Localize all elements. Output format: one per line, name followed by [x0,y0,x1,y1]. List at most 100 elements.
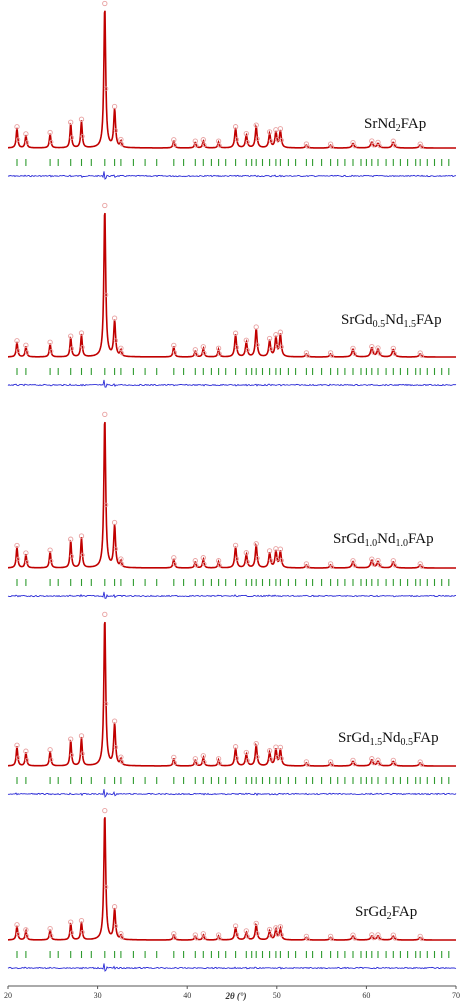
observed-point [69,135,74,140]
bragg-positions [16,579,450,586]
observed-point [171,754,177,761]
observed-point [118,754,124,760]
observed-point [305,936,310,942]
observed-point [253,740,259,747]
label-subscript: 2 [396,123,401,134]
observed-point [275,556,280,562]
observed-point [419,936,424,942]
observed-point [78,533,85,539]
observed-point [15,137,21,142]
observed-point [234,345,240,350]
x-tick-label: 40 [183,991,191,1000]
observed-point [377,563,382,568]
panel-label: SrGd2FAp [355,904,417,922]
observed-point [103,86,109,91]
observed-point [234,137,240,142]
observed-point [255,556,260,561]
observed-points [14,611,424,767]
observed-point [172,350,177,355]
observed-point [200,137,206,143]
observed-point [215,756,222,762]
observed-point [68,736,74,742]
observed-point [305,564,310,569]
observed-point [375,345,381,351]
observed-point [329,762,335,767]
observed-point [78,733,85,739]
observed-point [303,561,310,567]
observed-point [23,550,29,556]
observed-point [49,139,54,145]
observed-point [111,519,118,526]
bragg-positions [16,777,450,784]
label-text: FAp [416,312,442,328]
observed-point [303,141,310,147]
x-tick-label: 60 [362,991,370,1000]
observed-point [80,134,85,139]
observed-points [14,0,424,149]
observed-point [275,755,280,760]
observed-point [419,762,424,767]
xrd-panel-5: SrGd2FAp [7,807,457,972]
x-tick-label: 20 [4,991,12,1000]
difference-curve [7,171,456,180]
label-text: FAp [408,531,434,547]
x-tick-label: 30 [94,991,102,1000]
observed-point [245,139,250,145]
observed-point [234,756,240,761]
label-text: Nd [377,531,396,547]
observed-point [202,350,207,356]
bragg-positions [16,159,450,166]
observed-point [103,701,109,706]
observed-point [103,884,109,890]
observed-point [303,350,310,356]
observed-point [47,747,53,753]
label-text: FAp [401,116,427,132]
panel-label: SrNd2FAp [364,116,426,134]
panel-label: SrGd1.5Nd0.5FAp [338,730,439,748]
x-axis: 20 30 40 50 60 70 2θ (°) [4,985,460,1001]
observed-point [119,142,125,147]
observed-point [390,138,396,144]
observed-point [253,920,259,927]
observed-points [14,411,424,569]
panel-label: SrGd1.0Nd1.0FAp [333,531,434,549]
observed-point [375,757,381,763]
observed-point [194,143,199,148]
observed-point [352,563,357,568]
observed-point [232,744,239,750]
observed-point [80,345,85,350]
observed-point [23,748,29,754]
observed-point [202,935,207,940]
observed-point [305,353,310,358]
observed-points [14,202,424,358]
bragg-positions [16,951,450,958]
observed-point [253,122,259,128]
observed-point [303,933,310,940]
label-subscript: 1.0 [365,538,378,549]
observed-point [194,761,199,766]
observed-point [69,752,74,758]
observed-point [268,558,274,563]
observed-point [243,130,249,137]
observed-point [80,930,85,935]
observed-point [255,342,260,348]
observed-point [215,138,222,144]
observed-point [49,558,54,564]
x-tick-label: 50 [273,991,281,1000]
observed-point [375,139,381,146]
observed-point [329,144,335,149]
observed-point [202,561,207,567]
label-text: SrNd [364,116,396,132]
observed-point [255,931,260,936]
observed-point [217,143,222,148]
observed-point [103,502,109,508]
observed-point [327,141,334,147]
observed-point [119,759,125,765]
observed-point [245,758,250,763]
label-text: SrGd [341,312,373,328]
observed-point [15,348,21,353]
observed-point [234,556,240,562]
observed-point [279,558,284,563]
observed-point [200,344,206,350]
